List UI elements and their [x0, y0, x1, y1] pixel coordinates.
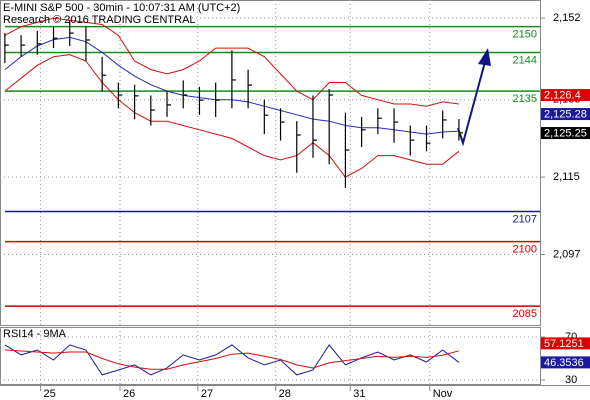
price-marker [541, 108, 590, 121]
overlay-line [4, 54, 460, 178]
level-label: 2107 [513, 213, 537, 225]
y-tick-label: 2,097 [553, 248, 581, 260]
level-label: 2085 [513, 308, 537, 320]
price-panel-frame [0, 0, 541, 326]
price-marker [541, 356, 590, 369]
x-tick-label: Nov [433, 388, 453, 400]
chart-title: E-MINI S&P 500 - 30min - 10:07:31 AM (UT… [3, 2, 240, 14]
level-label: 2150 [513, 29, 537, 41]
rsi-line [4, 349, 460, 370]
price-marker-label: 2,125.28 [544, 108, 587, 120]
level-label: 2100 [513, 244, 537, 256]
x-tick-label: 27 [201, 388, 213, 400]
x-tick-label: 31 [353, 388, 365, 400]
price-marker [541, 89, 590, 102]
price-marker-label: 57.1251 [544, 338, 584, 350]
price-marker [541, 337, 590, 350]
price-marker-label: 2,125.25 [544, 127, 587, 139]
y-tick-label: 30 [565, 374, 577, 386]
projection-arrowhead [478, 48, 491, 66]
chart-subtitle: Research © 2016 TRADING CENTRAL [3, 14, 196, 26]
price-marker-label: 2,126.4 [544, 89, 581, 101]
projection-arrow [457, 61, 486, 147]
y-tick-label: 2,152 [553, 12, 581, 24]
price-marker-label: 46.3536 [544, 357, 584, 369]
price-marker [541, 127, 590, 140]
rsi-title: RSI14 - 9MA [3, 328, 67, 340]
overlay-line [4, 17, 459, 107]
x-tick-label: 25 [44, 388, 56, 400]
y-tick-label: 2,115 [553, 171, 580, 183]
rsi-line [4, 344, 460, 376]
level-label: 2144 [513, 54, 537, 66]
rsi-panel-frame [0, 327, 541, 385]
x-tick-label: 28 [279, 388, 291, 400]
x-tick-label: 26 [123, 388, 135, 400]
level-label: 2135 [513, 93, 537, 105]
